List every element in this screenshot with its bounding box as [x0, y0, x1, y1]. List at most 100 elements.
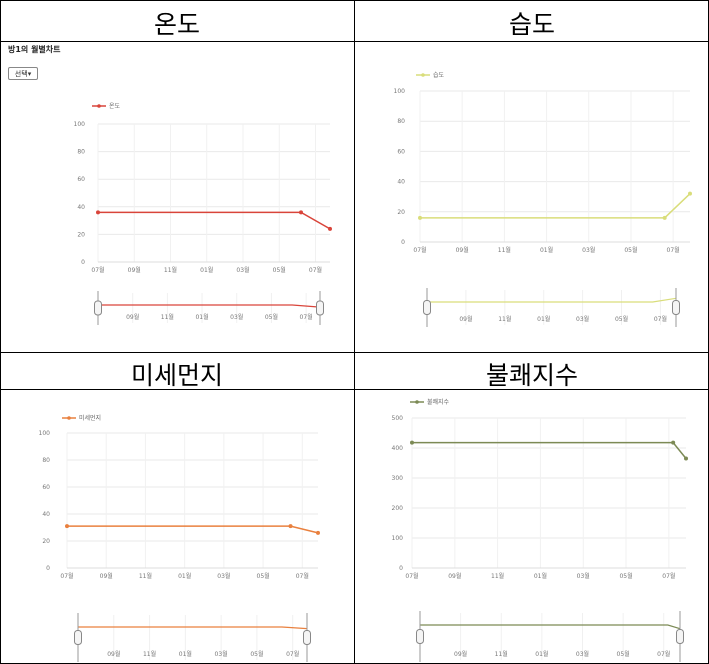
cell-title-discomfort-index: 불쾌지수 — [485, 361, 578, 390]
y-tick-label: 0 — [46, 565, 50, 572]
navigator-series — [427, 297, 677, 303]
navigator-handle — [94, 300, 102, 316]
navigator-label: 07월 — [654, 315, 667, 323]
navigator-handle — [303, 630, 311, 645]
navigator-label: 11월 — [143, 650, 156, 658]
table-divider-header-bottom — [0, 389, 709, 390]
data-point — [671, 440, 676, 445]
x-tick-label: 11월 — [491, 572, 504, 580]
navigator-label: 01월 — [535, 650, 548, 658]
x-tick-label: 07월 — [91, 266, 104, 274]
y-tick-label: 80 — [397, 118, 405, 125]
navigator-label: 03월 — [215, 650, 228, 658]
table-divider-header-top — [0, 41, 709, 42]
x-tick-label: 01월 — [534, 572, 547, 580]
legend-label: 습도 — [433, 71, 445, 79]
data-point — [410, 440, 414, 445]
x-tick-label: 03월 — [217, 572, 230, 580]
x-tick-label: 05월 — [619, 572, 632, 580]
data-point — [684, 456, 688, 461]
x-tick-label: 09월 — [128, 266, 141, 274]
legend-marker — [67, 416, 71, 420]
navigator-label: 07월 — [657, 650, 670, 658]
navigator-label: 05월 — [617, 650, 630, 658]
x-tick-label: 05월 — [624, 246, 637, 254]
y-tick-label: 500 — [392, 415, 404, 422]
data-point — [418, 215, 422, 220]
y-tick-label: 80 — [42, 457, 50, 464]
y-tick-label: 60 — [42, 484, 50, 491]
navigator-label: 09월 — [459, 315, 472, 323]
chevron-down-icon: ▾ — [27, 70, 32, 78]
period-select[interactable]: 선택▾ — [8, 67, 38, 80]
navigator-label: 05월 — [265, 313, 278, 321]
y-tick-label: 80 — [77, 149, 85, 156]
y-tick-label: 100 — [74, 121, 86, 128]
y-tick-label: 60 — [397, 148, 405, 155]
navigator-label: 05월 — [250, 650, 263, 658]
data-point — [328, 226, 332, 231]
navigator-label: 01월 — [537, 315, 550, 323]
navigator-handle — [676, 629, 684, 644]
x-tick-label: 05월 — [257, 572, 270, 580]
x-tick-label: 07월 — [405, 572, 418, 580]
x-tick-label: 07월 — [413, 246, 426, 254]
data-point — [96, 210, 100, 215]
navigator-label: 07월 — [300, 313, 313, 321]
data-point — [65, 524, 69, 529]
y-tick-label: 20 — [42, 538, 50, 545]
x-tick-label: 05월 — [273, 266, 286, 274]
table-divider-middle — [0, 352, 709, 353]
x-tick-label: 09월 — [448, 572, 461, 580]
series-line — [67, 525, 319, 534]
x-tick-label: 09월 — [456, 246, 469, 254]
navigator-handle — [423, 300, 431, 315]
legend-marker — [415, 400, 419, 404]
cell-title-temperature: 온도 — [153, 10, 200, 39]
navigator-label: 09월 — [126, 313, 139, 321]
navigator-handle — [74, 630, 82, 645]
cell-title-fine-dust: 미세먼지 — [130, 361, 223, 390]
x-tick-label: 03월 — [577, 572, 590, 580]
y-tick-label: 200 — [392, 505, 404, 512]
legend-label: 미세먼지 — [79, 414, 101, 422]
y-tick-label: 20 — [77, 231, 85, 238]
navigator-label: 03월 — [230, 313, 243, 321]
navigator-handle — [416, 629, 424, 644]
x-tick-label: 01월 — [200, 266, 213, 274]
x-tick-label: 03월 — [236, 266, 249, 274]
y-tick-label: 100 — [394, 88, 406, 95]
data-point — [299, 210, 303, 215]
y-tick-label: 0 — [399, 565, 403, 572]
data-point — [288, 524, 293, 529]
data-point — [662, 215, 667, 220]
y-tick-label: 100 — [392, 535, 404, 542]
y-tick-label: 60 — [77, 176, 85, 183]
navigator-label: 03월 — [576, 315, 589, 323]
data-point — [316, 530, 320, 535]
navigator-handle — [672, 300, 680, 315]
cell-title-humidity: 습도 — [508, 10, 555, 39]
navigator-handle — [316, 300, 324, 316]
table-divider-vertical — [354, 0, 355, 664]
page-title: 방1의 월별차트 — [8, 45, 61, 54]
legend-label: 불쾌지수 — [427, 398, 450, 406]
legend-marker — [421, 73, 425, 77]
series-line — [420, 193, 691, 219]
y-tick-label: 0 — [401, 239, 405, 246]
x-tick-label: 07월 — [662, 572, 675, 580]
y-tick-label: 100 — [39, 430, 51, 437]
x-tick-label: 01월 — [178, 572, 191, 580]
navigator-label: 01월 — [179, 650, 192, 658]
x-tick-label: 03월 — [582, 246, 595, 254]
data-point — [688, 191, 692, 196]
series-line — [98, 211, 331, 230]
x-tick-label: 09월 — [100, 572, 113, 580]
y-tick-label: 40 — [42, 511, 50, 518]
legend-label: 온도 — [109, 103, 121, 110]
navigator-label: 07월 — [286, 650, 299, 658]
x-tick-label: 11월 — [498, 246, 511, 254]
